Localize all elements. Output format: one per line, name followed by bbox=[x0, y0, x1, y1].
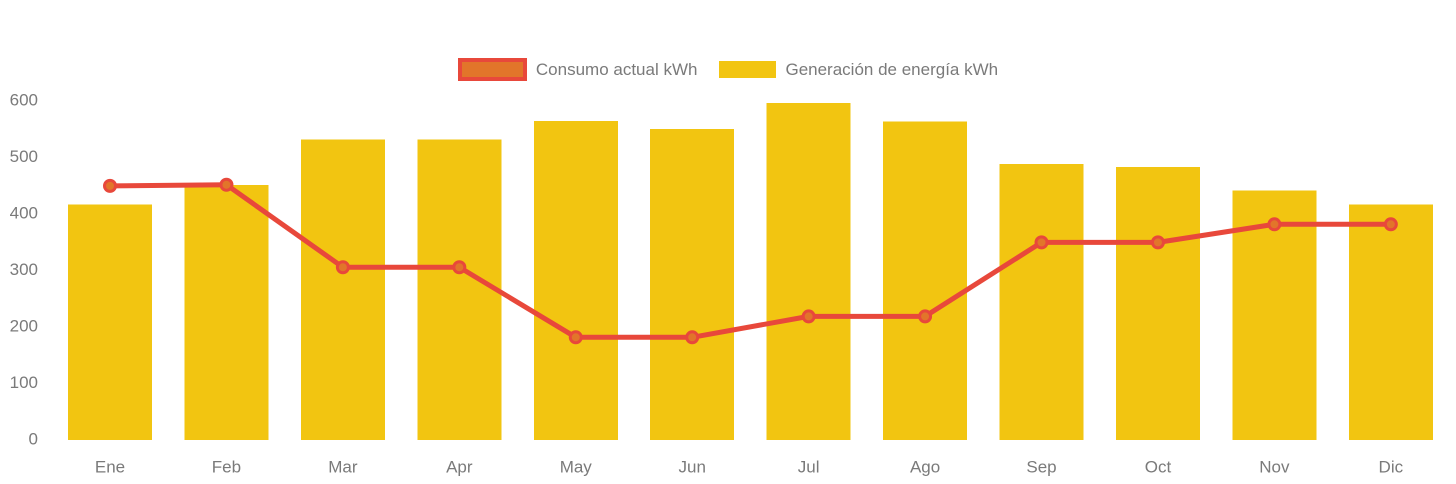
y-axis-tick-500: 500 bbox=[10, 147, 38, 166]
bar-apr[interactable] bbox=[417, 139, 502, 441]
line-point-sep[interactable] bbox=[1034, 235, 1049, 250]
bar-sep[interactable] bbox=[999, 163, 1084, 440]
line-point-dic[interactable] bbox=[1383, 217, 1398, 232]
bar-jun[interactable] bbox=[650, 128, 735, 440]
x-axis-label-nov: Nov bbox=[1259, 458, 1290, 477]
bar-ene[interactable] bbox=[68, 204, 152, 440]
legend-item-consumo[interactable]: Consumo actual kWh bbox=[457, 58, 698, 81]
line-point-ago[interactable] bbox=[918, 309, 933, 324]
y-axis-tick-0: 0 bbox=[29, 430, 38, 449]
x-axis-label-oct: Oct bbox=[1145, 458, 1172, 477]
bar-dic[interactable] bbox=[1348, 204, 1433, 440]
x-axis-label-feb: Feb bbox=[212, 458, 241, 477]
line-point-mar[interactable] bbox=[335, 260, 350, 275]
legend-label-generacion: Generación de energía kWh bbox=[785, 60, 999, 79]
y-axis-tick-200: 200 bbox=[10, 317, 38, 336]
bar-ago[interactable] bbox=[883, 121, 968, 440]
legend-item-generacion[interactable]: Generación de energía kWh bbox=[719, 61, 998, 78]
line-point-jul[interactable] bbox=[801, 309, 816, 324]
y-axis-tick-400: 400 bbox=[10, 204, 38, 223]
line-point-oct[interactable] bbox=[1150, 235, 1165, 250]
x-axis-label-jul: Jul bbox=[798, 458, 820, 477]
bar-may[interactable] bbox=[533, 120, 618, 440]
bar-jul[interactable] bbox=[766, 102, 851, 440]
x-axis-label-mar: Mar bbox=[328, 458, 358, 477]
x-axis-label-may: May bbox=[560, 458, 593, 477]
x-axis-label-ago: Ago bbox=[910, 458, 940, 477]
x-axis-label-dic: Dic bbox=[1379, 458, 1404, 477]
bar-feb[interactable] bbox=[184, 184, 269, 440]
chart-legend: Consumo actual kWh Generación de energía… bbox=[0, 58, 1456, 81]
line-point-apr[interactable] bbox=[452, 260, 467, 275]
line-point-nov[interactable] bbox=[1267, 217, 1282, 232]
x-axis-label-ene: Ene bbox=[95, 458, 125, 477]
bar-mar[interactable] bbox=[300, 139, 385, 441]
y-axis-tick-600: 600 bbox=[10, 91, 38, 110]
line-point-may[interactable] bbox=[568, 330, 583, 345]
bar-nov[interactable] bbox=[1232, 190, 1317, 440]
line-point-feb[interactable] bbox=[219, 177, 234, 192]
legend-label-consumo: Consumo actual kWh bbox=[535, 60, 698, 79]
consumo-line bbox=[107, 182, 1394, 340]
consumo-swatch-icon bbox=[457, 58, 527, 81]
y-axis-tick-300: 300 bbox=[10, 260, 38, 279]
x-axis-label-sep: Sep bbox=[1026, 458, 1056, 477]
line-point-jun[interactable] bbox=[685, 330, 700, 345]
line-point-ene[interactable] bbox=[103, 178, 117, 193]
x-axis-label-jun: Jun bbox=[678, 458, 705, 477]
generacion-swatch-icon bbox=[719, 61, 777, 78]
y-axis-tick-100: 100 bbox=[10, 373, 38, 392]
bar-oct[interactable] bbox=[1115, 167, 1200, 441]
x-axis-label-apr: Apr bbox=[446, 458, 473, 477]
